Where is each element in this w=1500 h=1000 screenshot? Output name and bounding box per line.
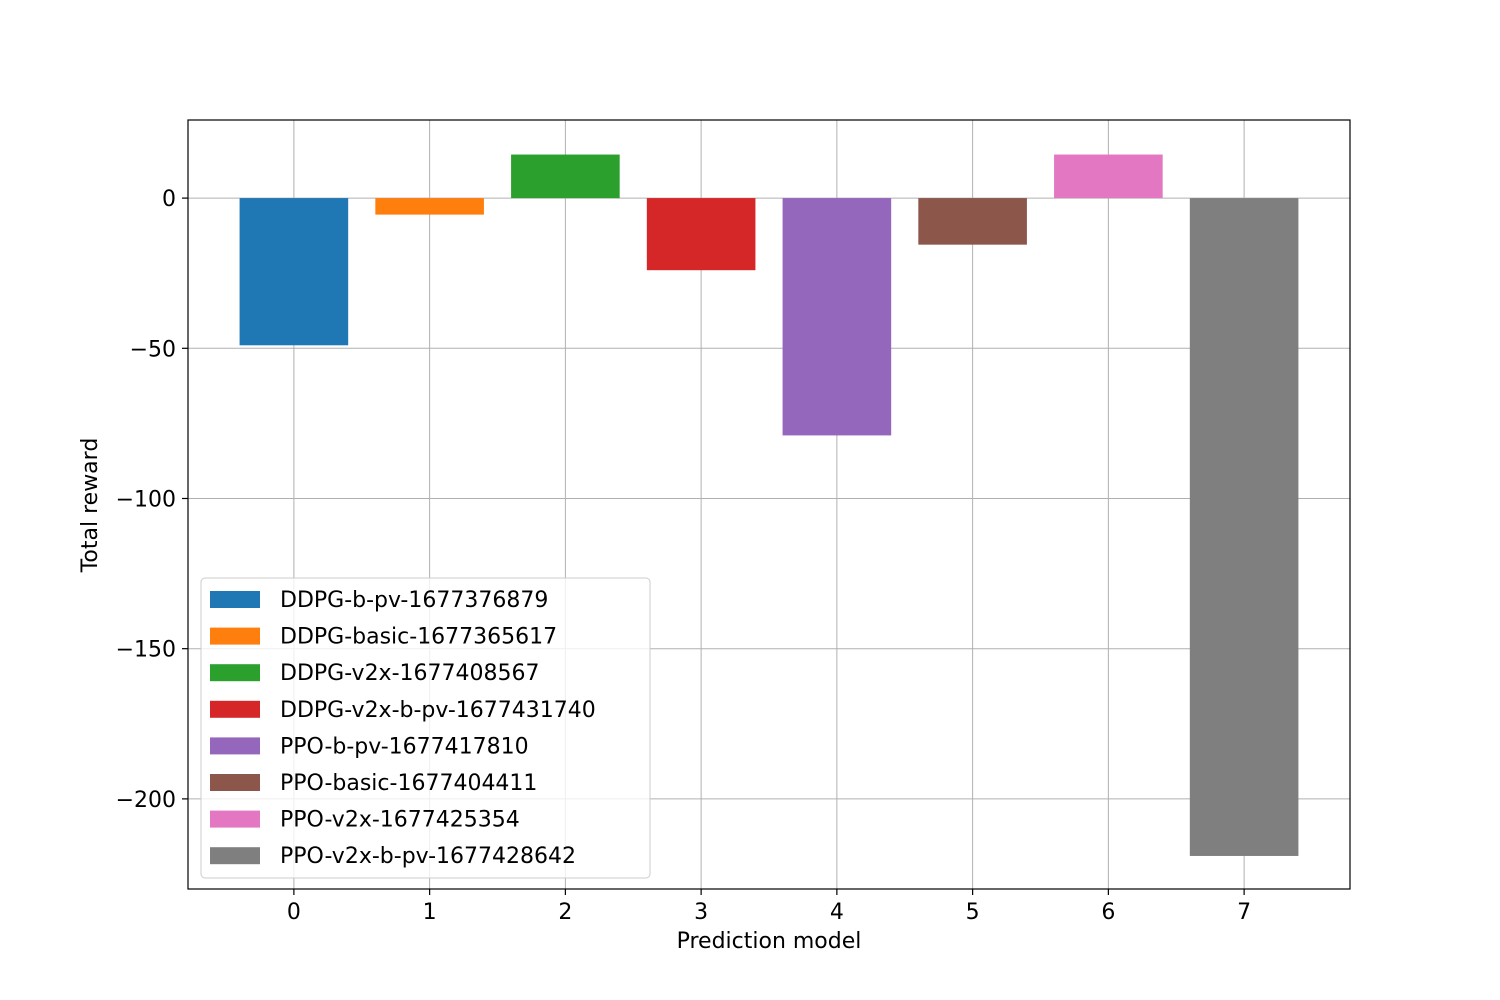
- y-tick-label: −150: [116, 638, 176, 663]
- plot-frame: [187, 119, 1351, 890]
- legend-swatch: [210, 774, 260, 791]
- legend-swatch: [210, 700, 260, 718]
- x-tick-label: 0: [287, 900, 301, 925]
- legend-swatch: [210, 664, 260, 682]
- bars: [239, 154, 1299, 856]
- x-tick-label: 3: [694, 900, 708, 925]
- y-axis-ticks: 0 −50 −100 −150 −200: [116, 187, 188, 813]
- x-tick-label: 4: [830, 900, 844, 925]
- bar: [239, 198, 349, 346]
- legend-swatch: [210, 627, 260, 645]
- legend-swatch: [210, 591, 260, 608]
- bar: [782, 198, 892, 436]
- bar: [511, 154, 620, 199]
- legend-label: PPO-b-pv-1677417810: [280, 734, 529, 759]
- y-tick-label: 0: [162, 187, 176, 212]
- legend-swatch: [210, 810, 260, 828]
- y-axis-label: Total reward: [78, 438, 103, 574]
- bar: [646, 198, 756, 271]
- legend-label: PPO-v2x-b-pv-1677428642: [280, 844, 576, 869]
- legend-label: PPO-basic-1677404411: [280, 771, 537, 796]
- legend-label: PPO-v2x-1677425354: [280, 808, 520, 833]
- bar: [918, 198, 1027, 245]
- legend-label: DDPG-v2x-b-pv-1677431740: [280, 698, 596, 723]
- x-tick-label: 7: [1237, 900, 1251, 925]
- x-axis-label: Prediction model: [677, 929, 862, 954]
- x-tick-label: 1: [423, 900, 437, 925]
- x-tick-label: 2: [558, 900, 572, 925]
- bar: [1189, 198, 1299, 856]
- legend-label: DDPG-v2x-1677408567: [280, 661, 540, 686]
- legend-label: DDPG-basic-1677365617: [280, 625, 557, 650]
- bar: [1054, 154, 1163, 199]
- legend: DDPG-b-pv-1677376879 DDPG-basic-167736561…: [200, 577, 651, 879]
- y-tick-label: −50: [130, 337, 176, 362]
- x-tick-label: 5: [966, 900, 980, 925]
- y-tick-label: −200: [116, 788, 176, 813]
- legend-label: DDPG-b-pv-1677376879: [280, 588, 548, 613]
- legend-swatch: [210, 847, 260, 865]
- x-tick-label: 6: [1101, 900, 1115, 925]
- legend-box: [200, 577, 651, 879]
- legend-swatch: [210, 737, 260, 755]
- y-tick-label: −100: [116, 487, 176, 512]
- bar: [375, 198, 484, 215]
- x-axis-ticks: 0 1 2 3 4 5 6 7: [287, 889, 1251, 925]
